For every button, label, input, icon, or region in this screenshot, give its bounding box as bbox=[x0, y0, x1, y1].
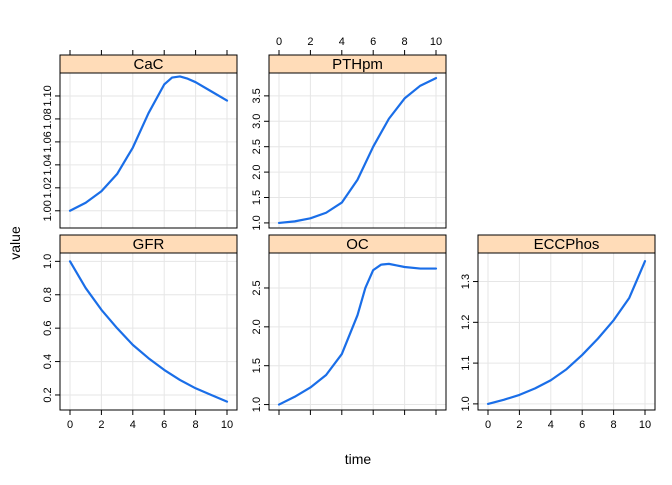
x-axis-title: time bbox=[345, 451, 372, 467]
panel-gfr-xtick-label-1: 2 bbox=[98, 419, 104, 431]
panel-eccphos-strip-label: ECCPhos bbox=[534, 236, 600, 253]
panel-oc-ytick-label-3: 2.5 bbox=[251, 280, 263, 295]
panel-gfr-ytick-label-0: 0.2 bbox=[42, 387, 54, 402]
panel-cac-ytick-label-2: 1.04 bbox=[42, 154, 54, 175]
panel-pthpm-ytick-label-1: 1.5 bbox=[251, 190, 263, 205]
panel-pthpm-ytick-label-3: 2.5 bbox=[251, 139, 263, 154]
panel-eccphos-xtick-label-5: 10 bbox=[639, 419, 651, 431]
panel-pthpm-series-line bbox=[277, 76, 438, 225]
panel-eccphos-ytick-label-1: 1.1 bbox=[460, 355, 472, 370]
panel-gfr-xtick-label-5: 10 bbox=[221, 419, 233, 431]
panel-pthpm-xtick-label-1: 2 bbox=[307, 36, 313, 48]
panel-gfr-xtick-label-0: 0 bbox=[67, 419, 73, 431]
panel-oc-ytick-label-1: 1.5 bbox=[251, 358, 263, 373]
panel-cac-ytick-label-0: 1.00 bbox=[42, 200, 54, 221]
panel-eccphos-ytick-label-2: 1.2 bbox=[460, 315, 472, 330]
panel-gfr-strip-label: GFR bbox=[133, 236, 165, 253]
panel-eccphos-series-line bbox=[486, 260, 647, 405]
panel-gfr-xtick-label-2: 4 bbox=[130, 419, 136, 431]
panel-cac-ytick-label-3: 1.06 bbox=[42, 131, 54, 152]
panel-gfr-ytick-label-3: 0.8 bbox=[42, 287, 54, 302]
panel-gfr-ytick-label-1: 0.4 bbox=[42, 354, 54, 369]
panel-gfr-border bbox=[59, 252, 238, 411]
panel-pthpm-xtick-label-3: 6 bbox=[370, 36, 376, 48]
panel-pthpm-ytick-label-2: 2.0 bbox=[251, 164, 263, 179]
panel-oc-ytick-label-0: 1.0 bbox=[251, 397, 263, 412]
panel-pthpm-xtick-label-2: 4 bbox=[339, 36, 345, 48]
panel-eccphos-xtick-label-3: 6 bbox=[579, 419, 585, 431]
panel-eccphos-ytick-label-0: 1.0 bbox=[460, 396, 472, 411]
panel-gfr-xtick-label-4: 8 bbox=[193, 419, 199, 431]
panel-eccphos-xtick-label-2: 4 bbox=[548, 419, 554, 431]
panel-gfr-series-line bbox=[68, 260, 229, 403]
panel-pthpm-ytick-label-5: 3.5 bbox=[251, 88, 263, 103]
y-axis-title: value bbox=[7, 226, 23, 260]
panel-pthpm-xtick-label-0: 0 bbox=[276, 36, 282, 48]
panel-cac-strip-label: CaC bbox=[133, 56, 163, 73]
panel-oc-series-line bbox=[277, 262, 438, 406]
panel-cac-ytick-label-4: 1.08 bbox=[42, 108, 54, 129]
panel-pthpm-xtick-label-5: 10 bbox=[430, 36, 442, 48]
panel-oc-ytick-label-2: 2.0 bbox=[251, 319, 263, 334]
panel-eccphos-xtick-label-4: 8 bbox=[611, 419, 617, 431]
panel-pthpm-border bbox=[268, 72, 447, 229]
panel-gfr-ytick-label-4: 1.0 bbox=[42, 254, 54, 269]
panel-eccphos-ytick-label-3: 1.3 bbox=[460, 274, 472, 289]
panel-oc-border bbox=[268, 252, 447, 411]
panel-pthpm-xtick-label-4: 8 bbox=[402, 36, 408, 48]
panel-cac-series-line bbox=[68, 75, 229, 212]
panel-eccphos-xtick-label-0: 0 bbox=[485, 419, 491, 431]
panel-eccphos-border bbox=[477, 252, 656, 411]
panel-gfr-ytick-label-2: 0.6 bbox=[42, 321, 54, 336]
panel-cac-ytick-label-5: 1.10 bbox=[42, 85, 54, 106]
panel-cac-border bbox=[59, 72, 238, 229]
panel-pthpm-ytick-label-0: 1.0 bbox=[251, 215, 263, 230]
panel-eccphos-xtick-label-1: 2 bbox=[516, 419, 522, 431]
panel-cac-ytick-label-1: 1.02 bbox=[42, 177, 54, 198]
panel-oc-strip-label: OC bbox=[346, 236, 369, 253]
panel-pthpm-strip-label: PTHpm bbox=[332, 56, 383, 73]
panel-gfr-xtick-label-3: 6 bbox=[161, 419, 167, 431]
panel-pthpm-ytick-label-4: 3.0 bbox=[251, 114, 263, 129]
